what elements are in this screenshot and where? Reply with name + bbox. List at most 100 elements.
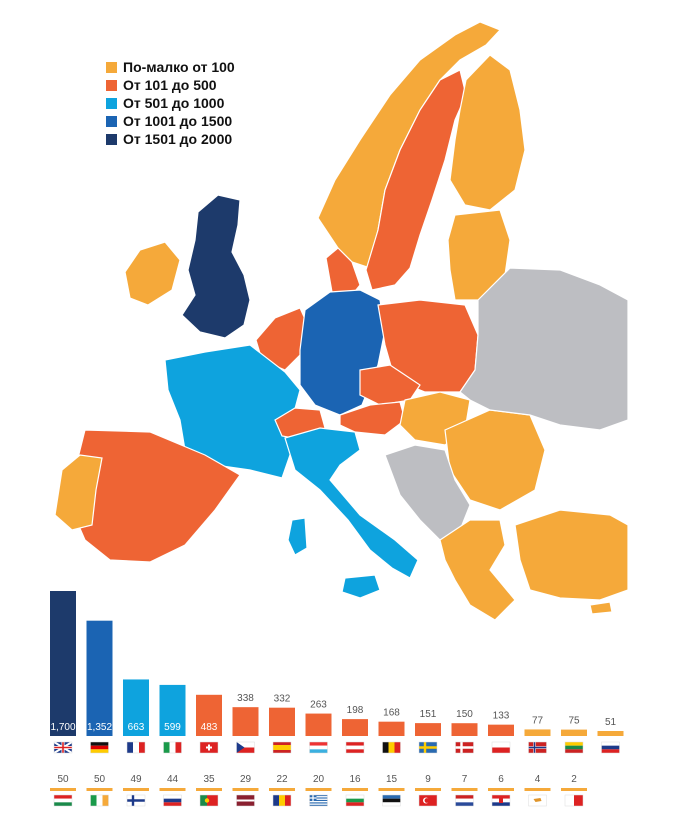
- sweden-flag-icon: [418, 741, 438, 754]
- bar: [451, 723, 478, 736]
- data-label: 15: [386, 774, 398, 785]
- bar: [50, 788, 76, 791]
- italy-flag-icon: [163, 741, 182, 754]
- bar: [159, 788, 186, 791]
- bar: [451, 788, 478, 791]
- bar-group: 75: [561, 716, 587, 754]
- legend-label: По-малко от 100: [123, 59, 235, 75]
- data-label: 4: [535, 774, 541, 785]
- bar-group: 599: [159, 684, 186, 754]
- region-sardinia: [287, 517, 308, 556]
- data-label: 133: [493, 711, 510, 722]
- bar-group: 663: [123, 679, 149, 754]
- bar: [488, 788, 514, 791]
- denmark-flag-icon: [455, 741, 474, 754]
- bar-group: 16: [342, 774, 368, 807]
- bar: [86, 788, 113, 791]
- data-label: 332: [274, 694, 291, 705]
- bar-group: 29: [232, 774, 259, 807]
- luxembourg-flag-icon: [309, 741, 328, 754]
- region-finland: [449, 54, 526, 211]
- legend-label: От 1501 до 2000: [123, 131, 233, 147]
- bar: [378, 788, 405, 791]
- legend-swatch: [106, 61, 117, 73]
- czechia-flag-icon: [236, 741, 255, 754]
- bar: [305, 713, 332, 736]
- data-label: 29: [240, 774, 252, 785]
- bar-group: 77: [524, 715, 551, 754]
- data-label: 50: [94, 774, 106, 785]
- region-turkey: [514, 509, 629, 601]
- data-label: 338: [237, 693, 254, 704]
- bar-group: 133: [488, 711, 514, 754]
- slovenia-flag-icon: [601, 741, 620, 754]
- bar-group: 44: [159, 774, 186, 807]
- spain-flag-icon: [272, 741, 292, 754]
- bar: [415, 788, 441, 791]
- uk-flag-icon: [53, 741, 73, 754]
- greece-flag-icon: [309, 794, 328, 807]
- slovakia-flag-icon: [163, 794, 182, 807]
- bar-group: 4: [524, 774, 551, 807]
- data-label: 51: [605, 717, 617, 728]
- turkey-flag-icon: [418, 794, 438, 807]
- bar-group: 51: [597, 717, 624, 754]
- region-east-no-data: [459, 267, 629, 431]
- legend-item: По-малко от 100: [106, 58, 235, 76]
- legend-label: От 1001 до 1500: [123, 113, 233, 129]
- bar-group: 20: [305, 774, 332, 807]
- bar-group: 150: [451, 709, 478, 754]
- finland-flag-icon: [126, 794, 146, 807]
- bar-group: 9: [415, 774, 441, 807]
- ireland-flag-icon: [90, 794, 109, 807]
- bar: [305, 788, 332, 791]
- legend-label: От 501 до 1000: [123, 95, 225, 111]
- bar: [123, 679, 149, 736]
- legend-item: От 101 до 500: [106, 76, 235, 94]
- data-label: 77: [532, 715, 544, 726]
- bar-chart: 1,700 1,352 663 599 483 338 332 263 198 168 151 150…: [50, 591, 624, 807]
- bar-group: 338: [232, 693, 259, 754]
- bar: [269, 707, 295, 736]
- data-label: 151: [420, 709, 437, 720]
- region-france: [164, 344, 301, 479]
- region-uk: [181, 194, 251, 339]
- bar: [196, 788, 222, 791]
- legend-swatch: [106, 115, 117, 127]
- bar-group: 7: [451, 774, 478, 807]
- bar-group: 263: [305, 700, 332, 754]
- croatia-flag-icon: [491, 794, 511, 807]
- bulgaria-flag-icon: [345, 794, 365, 807]
- bar: [269, 788, 295, 791]
- estonia-flag-icon: [382, 794, 401, 807]
- region-italy: [284, 427, 419, 579]
- austria-flag-icon: [345, 741, 365, 754]
- latvia-flag-icon: [236, 794, 255, 807]
- bar-group: 50: [50, 774, 76, 807]
- region-sweden: [365, 69, 467, 291]
- germany-flag-icon: [90, 741, 109, 754]
- bar: [50, 591, 76, 736]
- bar: [561, 788, 587, 791]
- data-label: 50: [57, 774, 69, 785]
- bar: [524, 788, 551, 791]
- bar: [159, 684, 186, 736]
- portugal-flag-icon: [199, 794, 219, 807]
- france-flag-icon: [126, 741, 146, 754]
- bar-group: 198: [342, 705, 368, 754]
- bar-group: 22: [269, 774, 295, 807]
- data-label: 1,352: [87, 722, 112, 733]
- region-cyprus: [589, 601, 613, 615]
- data-label: 9: [425, 774, 431, 785]
- data-label: 663: [128, 722, 145, 733]
- bar: [123, 788, 149, 791]
- data-label: 35: [203, 774, 215, 785]
- bar: [524, 729, 551, 736]
- data-label: 168: [383, 708, 400, 719]
- bar: [86, 620, 113, 736]
- lithuania-flag-icon: [564, 741, 584, 754]
- belgium-flag-icon: [382, 741, 401, 754]
- bar-group: 168: [378, 708, 405, 754]
- malta-flag-icon: [564, 794, 584, 807]
- bar-group: 49: [123, 774, 149, 807]
